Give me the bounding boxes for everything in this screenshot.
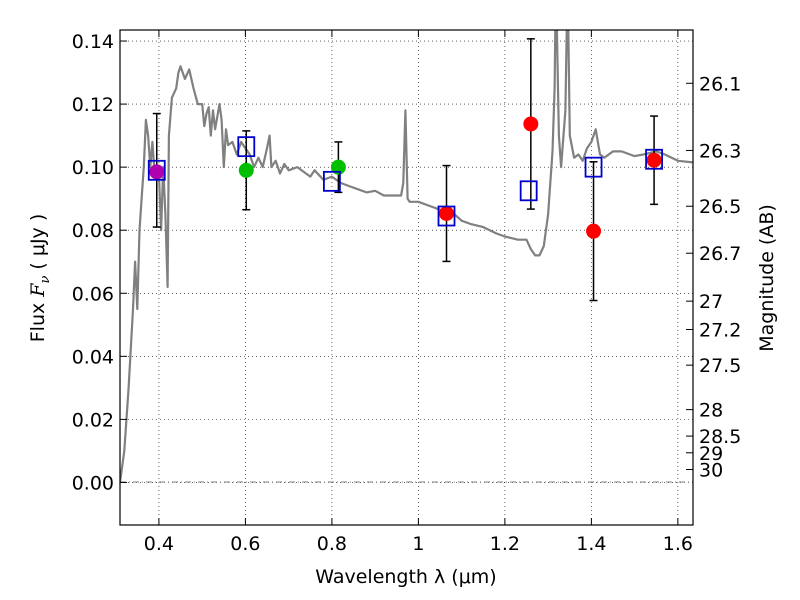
right-tick-label: 27.5 [699, 355, 741, 377]
right-tick-label: 26.7 [699, 243, 741, 265]
y-tick-label: 0.02 [72, 409, 114, 431]
x-tick-label: 1.4 [576, 533, 606, 555]
y-tick-label: 0.06 [72, 283, 114, 305]
x-tick-label: 0.6 [230, 533, 260, 555]
right-tick-label: 26.5 [699, 196, 741, 218]
right-tick-label: 27 [699, 291, 723, 313]
right-tick-label: 26.1 [699, 73, 741, 95]
data-point-observed-green [238, 162, 254, 178]
x-axis-label: Wavelength λ (μm) [315, 566, 496, 588]
y-axis-label-subscript: ν [38, 276, 53, 284]
y-axis-label-suffix: ( μJy ) [27, 214, 49, 276]
data-point-observed-green [330, 159, 346, 175]
series-layer [120, 30, 693, 483]
right-tick-label: 28 [699, 400, 723, 422]
model-point [147, 159, 166, 181]
plot-frame [119, 29, 694, 526]
y-tick-label: 0.08 [72, 220, 114, 242]
x-tick-label: 0.4 [144, 533, 174, 555]
right-tick-label: 30 [699, 460, 723, 482]
model-point [584, 156, 603, 178]
x-tick-label: 1.6 [663, 533, 693, 555]
right-tick-label: 28.5 [699, 426, 741, 448]
plot-area [120, 30, 693, 525]
spectrum-line [120, 30, 693, 483]
model-point [237, 136, 256, 158]
model-point [437, 205, 456, 227]
model-point [645, 148, 663, 170]
y-tick-label: 0.14 [72, 31, 114, 53]
right-tick-label: 29 [699, 443, 723, 465]
grid [120, 30, 693, 525]
x-tick-label: 1.2 [490, 533, 520, 555]
data-point-observed-red [439, 205, 455, 221]
data-point-observed-red [523, 116, 539, 132]
model-point [519, 180, 538, 202]
y-axis-label-symbol: F [27, 283, 49, 298]
y-axis-label-prefix: Flux [27, 297, 49, 343]
right-tick-label: 27.2 [699, 320, 741, 342]
ticks: 0.4 0.6 0.8 1 1.2 1.4 1.6 0.00 0.02 0.04 0.06 0.08 0… [72, 30, 741, 555]
y-tick-label: 0.10 [72, 157, 114, 179]
right-tick-label: 26.3 [699, 140, 741, 162]
x-tick-label: 1 [412, 533, 424, 555]
x-tick-label: 0.8 [317, 533, 347, 555]
data-point-observed-purple [149, 164, 165, 180]
y-tick-label: 0.12 [72, 94, 114, 116]
y-tick-label: 0.00 [72, 472, 114, 494]
data-point-observed-red [646, 152, 662, 168]
data-point-observed-red [586, 223, 602, 239]
right-axis-label: Magnitude (AB) [756, 204, 778, 352]
y-axis-label: Flux Fν ( μJy ) [27, 214, 53, 343]
model-point [323, 170, 341, 192]
y-tick-label: 0.04 [72, 346, 114, 368]
marker-layer [147, 38, 663, 302]
